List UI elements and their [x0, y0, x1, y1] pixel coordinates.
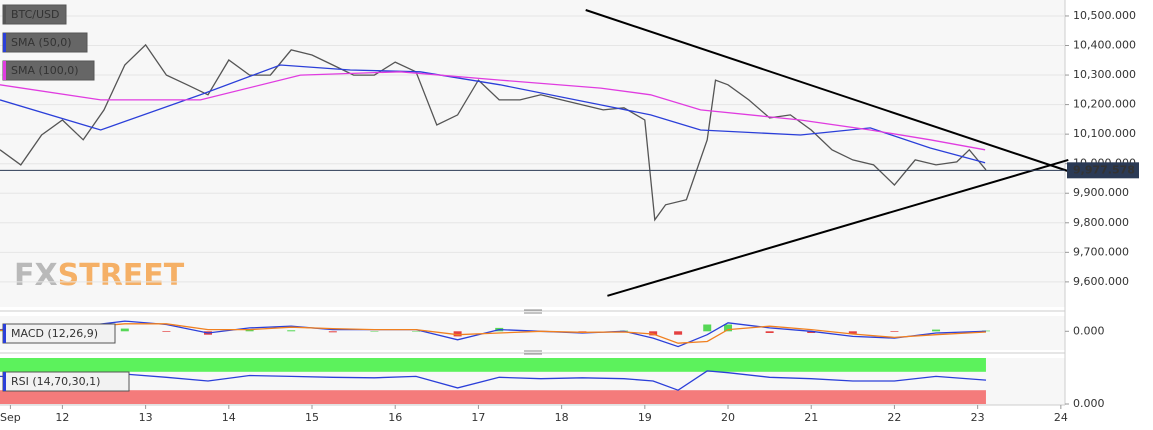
- histogram-bar: [649, 331, 658, 336]
- trendline: [585, 9, 1072, 173]
- histogram-bar: [162, 331, 171, 332]
- legend-swatch: [3, 372, 6, 391]
- x-tick-label: 16: [388, 411, 402, 424]
- histogram-bar: [370, 331, 379, 332]
- histogram-bar: [674, 331, 683, 335]
- series-line: [0, 320, 987, 348]
- series-line: [0, 370, 987, 391]
- series-line: [0, 71, 986, 151]
- watermark-part: FX: [14, 258, 58, 293]
- y-tick-label: 9,700.000: [1073, 245, 1129, 258]
- x-tick-label: 22: [887, 411, 901, 424]
- x-tick-label: 21: [804, 411, 818, 424]
- x-tick-label: Sep: [0, 411, 21, 424]
- legend-swatch: [3, 61, 6, 80]
- histogram-bar: [765, 331, 774, 333]
- macd-pane: [0, 316, 1065, 350]
- x-tick-label: 23: [971, 411, 985, 424]
- histogram-bar: [0, 330, 4, 332]
- x-tick-label: 15: [305, 411, 319, 424]
- legend-label: SMA (100,0): [11, 64, 79, 77]
- y-tick-label: 10,500.000: [1073, 9, 1136, 22]
- histogram-bar: [412, 331, 421, 332]
- y-tick-label: 10,400.000: [1073, 39, 1136, 52]
- histogram-bar: [807, 331, 816, 333]
- histogram-bar: [120, 328, 129, 332]
- legend-label: RSI (14,70,30,1): [11, 375, 100, 388]
- y-tick-label: 9,800.000: [1073, 216, 1129, 229]
- last-price-label: 9,977.578: [1073, 163, 1135, 176]
- histogram-bar: [328, 331, 337, 333]
- watermark: FXSTREET: [14, 258, 185, 293]
- resize-handle[interactable]: [524, 309, 542, 314]
- histogram-bar: [890, 331, 899, 332]
- x-tick-label: 17: [471, 411, 485, 424]
- legend-swatch: [3, 33, 6, 52]
- legend-label: BTC/USD: [11, 8, 60, 21]
- legend-swatch: [3, 5, 6, 24]
- histogram-bar: [287, 330, 296, 332]
- legend-swatch: [3, 324, 6, 343]
- legend-label: SMA (50,0): [11, 36, 72, 49]
- histogram-bar: [724, 324, 733, 332]
- series-line: [0, 323, 987, 344]
- series-line: [0, 64, 986, 164]
- x-tick-label: 20: [721, 411, 735, 424]
- histogram-bar: [453, 331, 462, 337]
- rsi-band: [0, 390, 986, 404]
- histogram-bar: [932, 329, 941, 332]
- y-tick-label: 0.000: [1073, 397, 1105, 410]
- x-tick-label: 24: [1054, 411, 1068, 424]
- x-tick-label: 18: [555, 411, 569, 424]
- y-tick-label: 9,900.000: [1073, 186, 1129, 199]
- histogram-bar: [578, 331, 587, 332]
- main-pane: [0, 0, 1065, 307]
- y-tick-label: 0.000: [1073, 324, 1105, 337]
- x-tick-label: 13: [139, 411, 153, 424]
- histogram-bar: [848, 331, 857, 334]
- x-tick-label: 12: [55, 411, 69, 424]
- trendline: [607, 158, 1069, 297]
- x-tick-label: 19: [638, 411, 652, 424]
- y-tick-label: 10,200.000: [1073, 98, 1136, 111]
- histogram-bar: [245, 329, 254, 332]
- series-line: [0, 43, 987, 222]
- watermark-part: STREET: [58, 258, 185, 293]
- x-tick-label: 14: [222, 411, 236, 424]
- histogram-bar: [703, 324, 712, 332]
- y-tick-label: 10,300.000: [1073, 68, 1136, 81]
- y-tick-label: 10,100.000: [1073, 127, 1136, 140]
- legend-label: MACD (12,26,9): [11, 327, 98, 340]
- last-price-box: [1067, 162, 1139, 179]
- y-tick-label: 9,600.000: [1073, 275, 1129, 288]
- resize-handle[interactable]: [524, 350, 542, 355]
- rsi-band: [0, 358, 986, 372]
